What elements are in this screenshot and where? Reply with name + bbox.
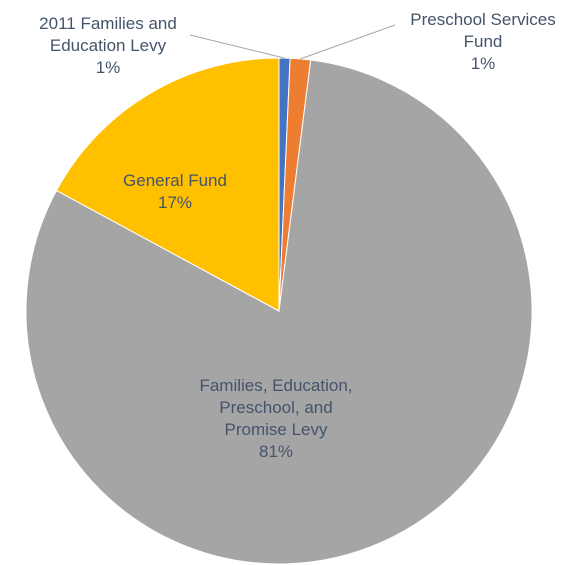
- pie-slices: [25, 57, 533, 565]
- slice-label-2: Families, Education, Preschool, and Promis…: [199, 376, 352, 461]
- leader-line-0: [189, 34, 285, 59]
- slice-label-line: 17%: [158, 193, 192, 212]
- pie-slice-2: [25, 59, 533, 565]
- slice-label-line: Promise Levy: [225, 420, 328, 439]
- slice-label-line: General Fund: [123, 171, 227, 190]
- slice-label-line: Families, Education,: [199, 376, 352, 395]
- slice-label-line: 1%: [471, 54, 496, 73]
- leader-line-1: [300, 24, 396, 60]
- slice-label-0: 2011 Families and Education Levy 1%: [39, 14, 177, 77]
- slice-label-line: Fund: [464, 32, 503, 51]
- slice-labels: 2011 Families and Education Levy 1%Prescho…: [39, 10, 556, 461]
- slice-label-1: Preschool Services Fund 1%: [410, 10, 556, 73]
- slice-label-line: Education Levy: [50, 36, 167, 55]
- leader-lines: [189, 24, 396, 60]
- pie-slice-3: [55, 57, 280, 312]
- slice-label-line: 2011 Families and: [39, 14, 177, 33]
- slice-label-line: Preschool, and: [219, 398, 332, 417]
- slice-label-line: Preschool Services: [410, 10, 556, 29]
- slice-label-3: General Fund 17%: [123, 171, 227, 212]
- slice-label-line: 81%: [259, 442, 293, 461]
- slice-label-line: 1%: [96, 58, 121, 77]
